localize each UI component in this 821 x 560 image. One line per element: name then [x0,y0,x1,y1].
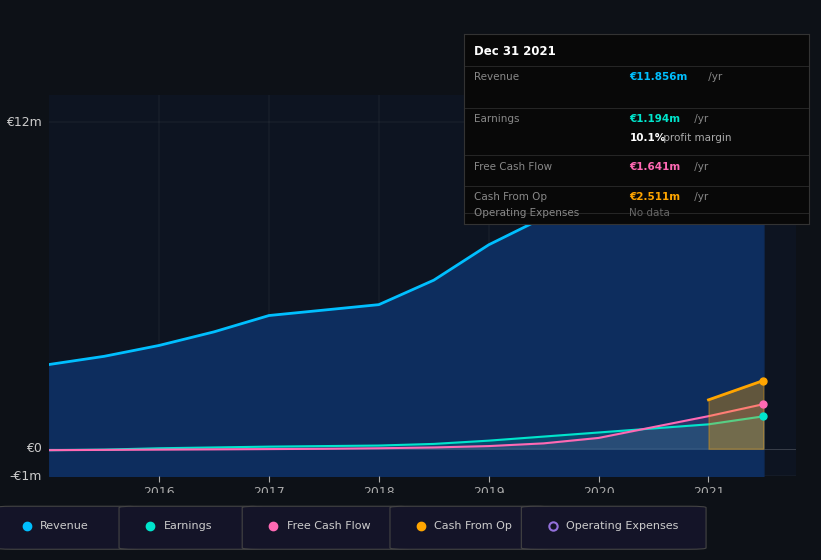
Text: Operating Expenses: Operating Expenses [475,208,580,218]
Text: €1.641m: €1.641m [630,162,681,172]
Text: Dec 31 2021: Dec 31 2021 [475,45,556,58]
FancyBboxPatch shape [242,506,410,549]
Text: /yr: /yr [691,192,709,202]
Text: /yr: /yr [705,72,722,82]
Text: Earnings: Earnings [475,114,520,124]
Text: /yr: /yr [691,162,709,172]
Text: No data: No data [630,208,670,218]
Text: Cash From Op: Cash From Op [434,521,512,531]
Text: Earnings: Earnings [163,521,212,531]
Text: Operating Expenses: Operating Expenses [566,521,678,531]
Text: €12m: €12m [6,116,42,129]
Text: 10.1%: 10.1% [630,133,666,143]
Text: €0: €0 [26,442,42,455]
Text: Free Cash Flow: Free Cash Flow [287,521,370,531]
Text: -€1m: -€1m [9,469,42,483]
FancyBboxPatch shape [0,506,140,549]
Text: profit margin: profit margin [660,133,732,143]
Text: Revenue: Revenue [475,72,520,82]
Text: /yr: /yr [691,114,709,124]
FancyBboxPatch shape [119,506,263,549]
Text: Revenue: Revenue [40,521,89,531]
FancyBboxPatch shape [390,506,550,549]
Text: €2.511m: €2.511m [630,192,681,202]
Text: €11.856m: €11.856m [630,72,688,82]
Text: Cash From Op: Cash From Op [475,192,548,202]
FancyBboxPatch shape [521,506,706,549]
Text: €1.194m: €1.194m [630,114,681,124]
Text: Free Cash Flow: Free Cash Flow [475,162,553,172]
